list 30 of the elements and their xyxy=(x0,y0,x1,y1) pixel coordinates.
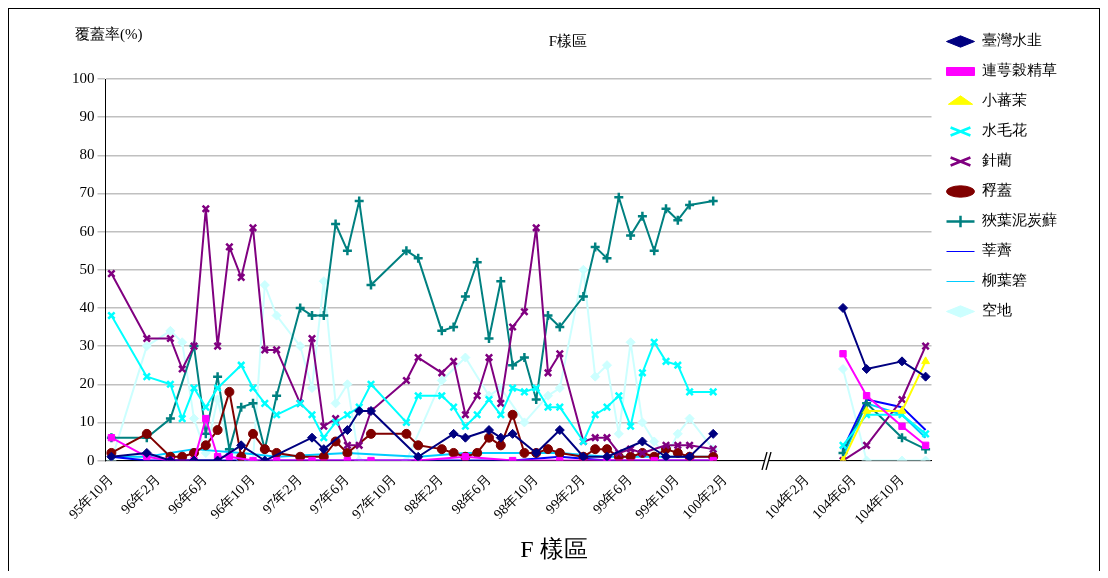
legend-label: 針藺 xyxy=(982,152,1012,169)
legend-label: 柳葉箬 xyxy=(982,272,1027,289)
chart-title: F樣區 xyxy=(548,32,588,49)
x-tick-label: 98年2月 xyxy=(401,471,447,517)
x-tick-label: 95年10月 xyxy=(65,471,117,522)
text: F 樣區 xyxy=(519,535,589,564)
y-tick-label: 70 xyxy=(79,184,95,201)
y-tick-label: 30 xyxy=(79,337,95,354)
legend-label: 水毛花 xyxy=(982,122,1027,139)
legend-label: 連萼穀精草 xyxy=(982,62,1057,79)
legend-label: 狹葉泥炭蘚 xyxy=(982,212,1057,229)
x-tick-label: 96年2月 xyxy=(118,471,164,517)
legend-label: 稃蓋 xyxy=(982,182,1012,199)
y-tick-label: 0 xyxy=(87,451,95,468)
y-tick-label: 10 xyxy=(79,413,95,430)
legend-label: 臺灣水韭 xyxy=(982,32,1042,49)
x-tick-label: 97年2月 xyxy=(259,471,305,517)
y-tick-label: 40 xyxy=(79,298,95,315)
y-tick-label: 80 xyxy=(79,146,95,163)
y-tick-label: 60 xyxy=(79,222,95,239)
y-tick-label: 100 xyxy=(72,69,95,86)
legend-label: 莘薺 xyxy=(982,242,1012,259)
y-tick-label: 20 xyxy=(79,375,95,392)
x-tick-label: 99年2月 xyxy=(542,471,589,517)
x-tick-label: 104年2月 xyxy=(762,471,813,522)
y-axis-title: 覆蓋率(%) xyxy=(75,25,143,44)
y-tick-label: 90 xyxy=(79,108,95,125)
legend-label: 空地 xyxy=(982,302,1012,319)
legend-label: 小蕃茉 xyxy=(982,92,1027,109)
y-tick-label: 50 xyxy=(79,260,95,277)
